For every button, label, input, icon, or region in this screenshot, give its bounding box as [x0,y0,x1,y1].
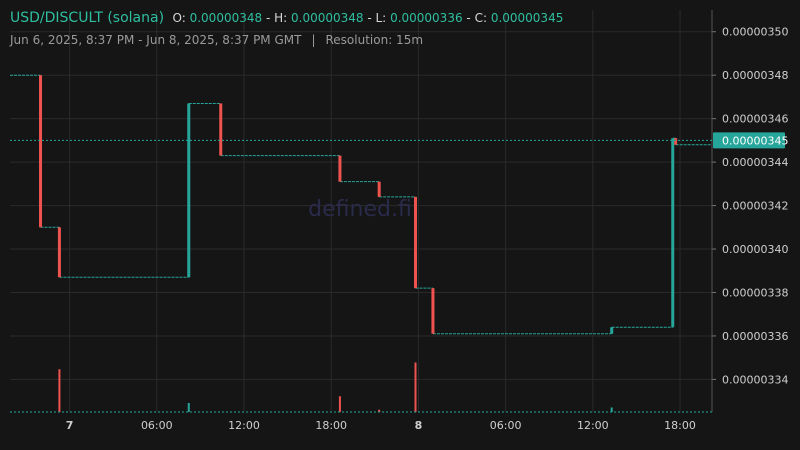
candle [187,103,191,278]
volume-bar [378,409,381,412]
x-tick-label: 12:00 [228,419,260,432]
candle [610,327,614,334]
volume-bar [414,362,417,412]
y-tick-label: 0.00000350 [722,26,788,39]
resolution-label: Resolution: 15m [325,33,424,47]
x-tick-label: 7 [66,419,74,432]
low-label: L: [375,11,387,25]
axes: 0.00000334 0.00000336 0.00000338 0.00000340… [10,10,788,432]
x-tick-label: 06:00 [490,419,522,432]
volume-bar [610,407,613,412]
candle [377,181,381,197]
volume-bar [187,403,190,412]
candle [57,227,61,278]
y-tick-label: 0.00000340 [722,243,788,256]
candles [39,75,678,334]
x-tick-label: 18:00 [664,419,696,432]
candle [219,103,223,156]
y-tick-label: 0.00000342 [722,200,788,213]
subheader-separator: | [311,33,316,47]
low-value: 0.00000336 [390,11,463,25]
last-price-tag [713,132,785,149]
close-label: C: [474,11,487,25]
candle [674,138,678,145]
volume-bars [58,362,613,412]
high-label: H: [274,11,288,25]
candle [338,155,342,182]
chart-subheader: Jun 6, 2025, 8:37 PM - Jun 8, 2025, 8:37… [10,33,423,47]
y-tick-label: 0.00000348 [722,69,788,82]
watermark: defined.fi [308,197,412,222]
grid: defined.fi [10,10,712,412]
y-tick-label: 0.00000336 [722,330,788,343]
candle [431,288,435,334]
x-tick-label: 12:00 [577,419,609,432]
high-value: 0.00000348 [291,11,364,25]
last-price-label: 0.00000345 [722,134,788,147]
y-tick-label: 0.00000334 [722,373,788,386]
volume-bar [58,369,61,412]
candle [414,196,418,289]
price-steps [10,74,712,335]
y-tick-label: 0.00000344 [722,156,788,169]
x-tick-label: 8 [415,419,423,432]
ohlc-readout: O: 0.00000348 - H: 0.00000348 - L: 0.000… [172,11,564,25]
date-range: Jun 6, 2025, 8:37 PM - Jun 8, 2025, 8:37… [10,33,302,47]
close-value: 0.00000345 [490,11,564,25]
x-tick-label: 18:00 [315,419,347,432]
candle [39,75,43,228]
open-value: 0.00000348 [189,11,263,25]
open-label: O: [172,11,186,25]
y-tick-label: 0.00000338 [722,286,788,299]
y-tick-label: 0.00000346 [722,113,788,126]
chart-header: USD/DISCULT (solana) O: 0.00000348 - H: … [10,10,563,26]
volume-bar [338,396,341,412]
x-tick-label: 06:00 [141,419,173,432]
symbol-label: USD/DISCULT (solana) [10,10,165,26]
candle [671,138,675,328]
